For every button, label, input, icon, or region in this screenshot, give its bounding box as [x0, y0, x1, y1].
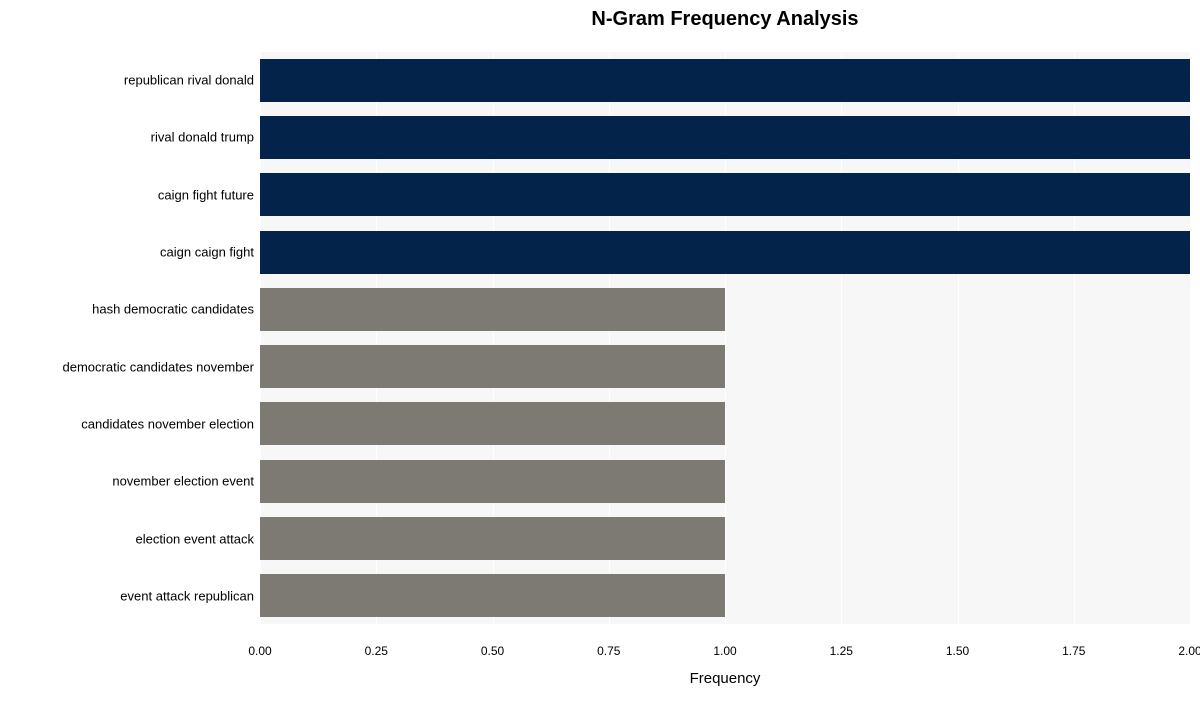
chart-title: N-Gram Frequency Analysis: [260, 8, 1190, 31]
y-tick-label: democratic candidates november: [63, 359, 255, 374]
x-tick-label: 2.00: [1178, 644, 1200, 658]
bar: [260, 402, 725, 445]
y-tick-label: november election event: [112, 474, 254, 489]
y-tick-label: republican rival donald: [124, 73, 254, 88]
plot-area: [260, 36, 1190, 640]
bar: [260, 460, 725, 503]
bar: [260, 288, 725, 331]
bar: [260, 59, 1190, 102]
y-tick-label: caign fight future: [158, 187, 254, 202]
x-tick-label: 1.50: [946, 644, 969, 658]
gridline: [1190, 36, 1191, 640]
bar: [260, 231, 1190, 274]
y-tick-label: event attack republican: [120, 588, 254, 603]
y-tick-label: hash democratic candidates: [92, 302, 254, 317]
y-tick-label: caign caign fight: [160, 245, 254, 260]
ngram-chart: N-Gram Frequency Analysis Frequency repu…: [0, 0, 1200, 701]
y-tick-label: rival donald trump: [151, 130, 254, 145]
y-tick-label: candidates november election: [81, 416, 254, 431]
x-tick-label: 0.50: [481, 644, 504, 658]
bar: [260, 345, 725, 388]
x-tick-label: 1.75: [1062, 644, 1085, 658]
bar: [260, 574, 725, 617]
x-tick-label: 0.00: [248, 644, 271, 658]
x-tick-label: 0.75: [597, 644, 620, 658]
x-tick-label: 0.25: [365, 644, 388, 658]
bar: [260, 173, 1190, 216]
x-tick-label: 1.25: [830, 644, 853, 658]
x-tick-label: 1.00: [713, 644, 736, 658]
y-tick-label: election event attack: [135, 531, 254, 546]
x-axis-title: Frequency: [260, 670, 1190, 687]
bar: [260, 517, 725, 560]
bar: [260, 116, 1190, 159]
